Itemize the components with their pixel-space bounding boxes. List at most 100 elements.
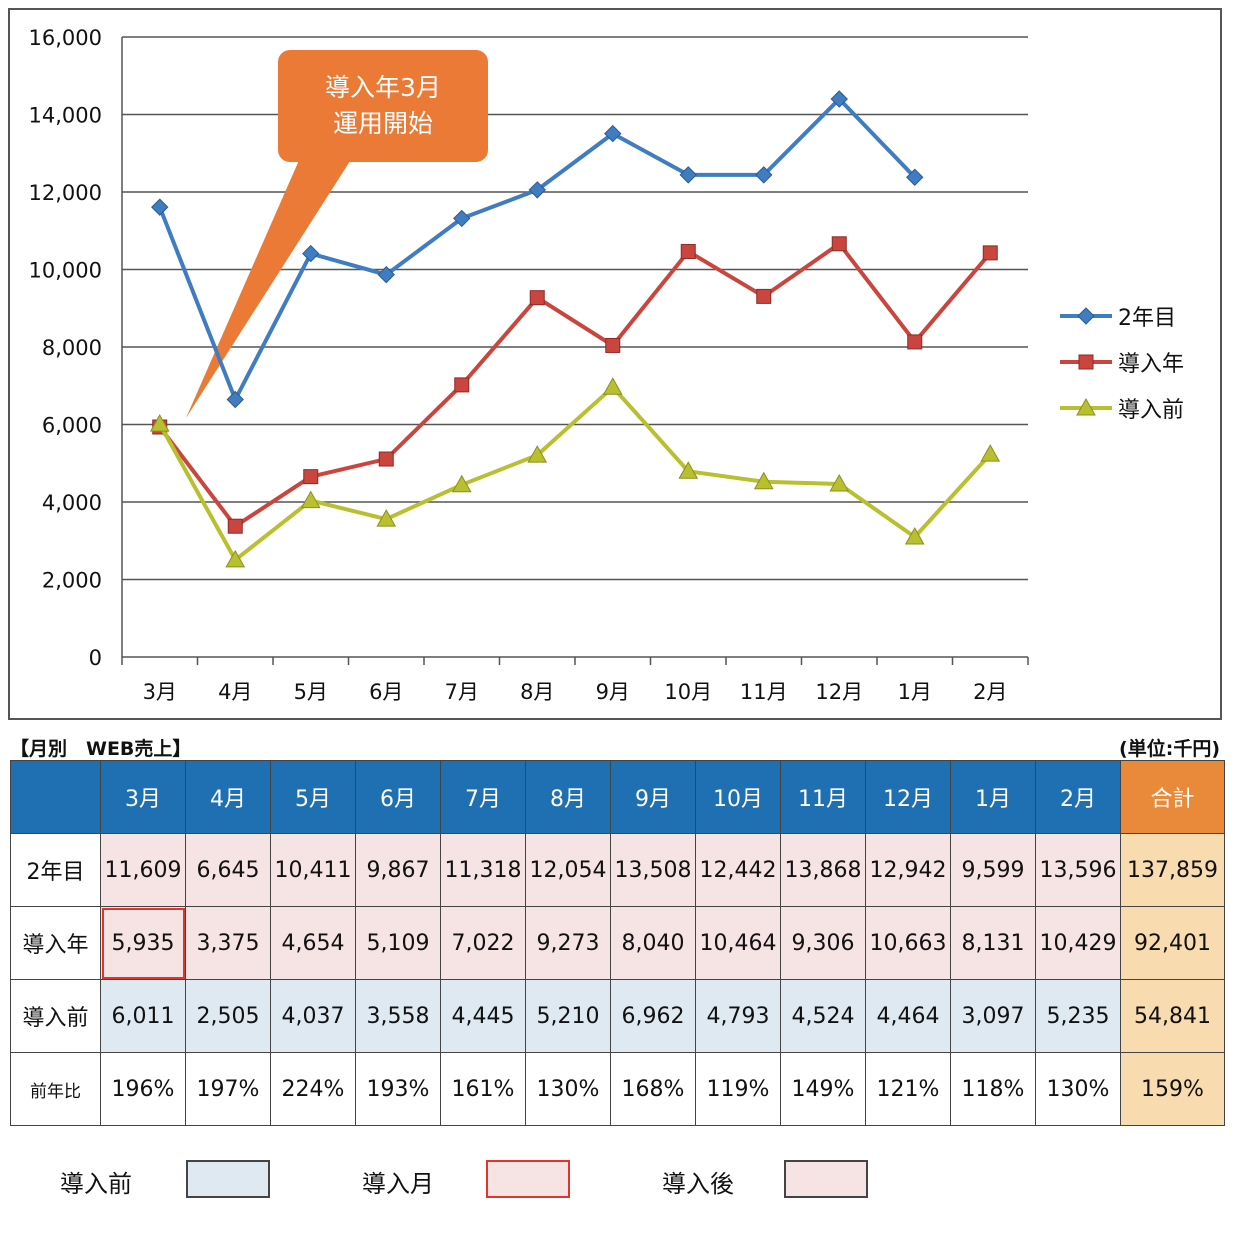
y-tick-label: 14,000 bbox=[29, 104, 102, 128]
table-cell: 13,508 bbox=[610, 833, 696, 907]
table-cell: 5,235 bbox=[1035, 979, 1121, 1053]
table-cell: 13,596 bbox=[1035, 833, 1121, 907]
annotation-line2: 運用開始 bbox=[333, 109, 433, 138]
data-point bbox=[227, 518, 243, 534]
data-point bbox=[678, 461, 699, 479]
x-tick-label: 9月 bbox=[596, 680, 630, 704]
header-month: 2月 bbox=[1035, 760, 1121, 834]
table-cell: 8,131 bbox=[950, 906, 1036, 980]
table-cell: 6,011 bbox=[100, 979, 186, 1053]
data-point bbox=[302, 244, 320, 263]
data-point bbox=[604, 124, 622, 143]
data-point bbox=[980, 444, 1001, 462]
data-point bbox=[755, 166, 773, 184]
data-point bbox=[831, 236, 847, 252]
table-row: 2年目 11,609 6,645 10,411 9,867 11,318 12,054 13,… bbox=[10, 833, 1225, 907]
period-legend-label: 導入後 bbox=[662, 1170, 734, 1198]
total-cell: 54,841 bbox=[1120, 979, 1225, 1053]
table-cell: 5,935 bbox=[100, 906, 186, 980]
data-point bbox=[982, 245, 998, 261]
x-tick-label: 8月 bbox=[520, 680, 554, 704]
y-tick-label: 12,000 bbox=[29, 181, 102, 205]
table-cell: 9,306 bbox=[780, 906, 866, 980]
table-cell: 3,097 bbox=[950, 979, 1036, 1053]
x-tick-label: 6月 bbox=[369, 680, 403, 704]
header-month: 6月 bbox=[355, 760, 441, 834]
data-point bbox=[149, 414, 170, 432]
x-tick-label: 2月 bbox=[973, 680, 1007, 704]
table-row: 導入年 5,935 3,375 4,654 5,109 7,022 9,273 8,040 10… bbox=[10, 906, 1225, 980]
data-point bbox=[1077, 307, 1095, 325]
table-cell: 4,524 bbox=[780, 979, 866, 1053]
header-month: 4月 bbox=[185, 760, 271, 834]
table-cell: 224% bbox=[270, 1052, 356, 1126]
header-month: 8月 bbox=[525, 760, 611, 834]
table-cell: 3,375 bbox=[185, 906, 271, 980]
y-tick-label: 8,000 bbox=[42, 336, 102, 360]
table-cell: 3,558 bbox=[355, 979, 441, 1053]
table-cell: 130% bbox=[1035, 1052, 1121, 1126]
x-tick-label: 3月 bbox=[143, 680, 177, 704]
legend-label: 導入年 bbox=[1118, 352, 1184, 377]
data-point bbox=[151, 198, 169, 216]
legend-label: 導入前 bbox=[1118, 398, 1184, 423]
header-month: 9月 bbox=[610, 760, 696, 834]
period-legend-label: 導入月 bbox=[362, 1170, 434, 1198]
table-cell: 11,609 bbox=[100, 833, 186, 907]
data-point bbox=[528, 181, 546, 199]
header-month: 5月 bbox=[270, 760, 356, 834]
x-tick-label: 7月 bbox=[445, 680, 479, 704]
table-cell: 118% bbox=[950, 1052, 1036, 1126]
x-tick-label: 12月 bbox=[815, 680, 863, 704]
table-row: 前年比 196% 197% 224% 193% 161% 130% 168% 119% 149% 1… bbox=[10, 1052, 1225, 1126]
line-chart: 0 2,000 4,000 6,000 8,000 10,000 12,000 14,000 1… bbox=[29, 26, 1185, 704]
table-cell: 6,645 bbox=[185, 833, 271, 907]
data-point bbox=[529, 290, 545, 306]
table-cell: 121% bbox=[865, 1052, 951, 1126]
table-cell: 193% bbox=[355, 1052, 441, 1126]
table-cell: 4,445 bbox=[440, 979, 526, 1053]
y-tick-label: 4,000 bbox=[42, 491, 102, 515]
row-label: 導入前 bbox=[10, 979, 101, 1053]
data-point bbox=[753, 471, 774, 490]
table-cell: 161% bbox=[440, 1052, 526, 1126]
header-corner bbox=[10, 760, 101, 834]
table-cell: 119% bbox=[695, 1052, 781, 1126]
table-cell: 12,442 bbox=[695, 833, 781, 907]
x-tick-label: 10月 bbox=[664, 680, 712, 704]
sales-table: 3月 4月 5月 6月 7月 8月 9月 10月 11月 12月 1月 2月 合… bbox=[10, 760, 1225, 1126]
table-cell: 10,411 bbox=[270, 833, 356, 907]
table-cell: 10,464 bbox=[695, 906, 781, 980]
table-row: 導入前 6,011 2,505 4,037 3,558 4,445 5,210 6,962 4,… bbox=[10, 979, 1225, 1053]
row-label: 前年比 bbox=[10, 1052, 101, 1126]
total-cell: 159% bbox=[1120, 1052, 1225, 1126]
table-cell: 12,942 bbox=[865, 833, 951, 907]
legend-label: 2年目 bbox=[1118, 306, 1176, 331]
annotation-line1: 導入年3月 bbox=[325, 73, 441, 102]
data-point bbox=[225, 549, 246, 568]
data-point bbox=[378, 451, 394, 467]
table-cell: 9,867 bbox=[355, 833, 441, 907]
period-legend-label: 導入前 bbox=[60, 1170, 132, 1198]
data-point bbox=[377, 265, 395, 284]
table-cell: 5,210 bbox=[525, 979, 611, 1053]
header-month: 3月 bbox=[100, 760, 186, 834]
table-cell: 4,464 bbox=[865, 979, 951, 1053]
data-point bbox=[1078, 354, 1094, 370]
data-point bbox=[226, 390, 244, 409]
table-cell: 13,868 bbox=[780, 833, 866, 907]
table-cell: 4,793 bbox=[695, 979, 781, 1053]
table-cell: 168% bbox=[610, 1052, 696, 1126]
table-cell: 149% bbox=[780, 1052, 866, 1126]
data-point bbox=[830, 90, 848, 108]
data-point bbox=[300, 490, 321, 509]
x-tick-label: 4月 bbox=[218, 680, 252, 704]
header-total: 合計 bbox=[1120, 760, 1225, 834]
table-cell: 10,663 bbox=[865, 906, 951, 980]
row-label: 2年目 bbox=[10, 833, 101, 907]
series-line bbox=[158, 385, 992, 562]
data-point bbox=[904, 526, 925, 545]
data-point bbox=[303, 469, 319, 485]
table-title: 【月別 WEB売上】 bbox=[10, 738, 192, 760]
total-cell: 92,401 bbox=[1120, 906, 1225, 980]
